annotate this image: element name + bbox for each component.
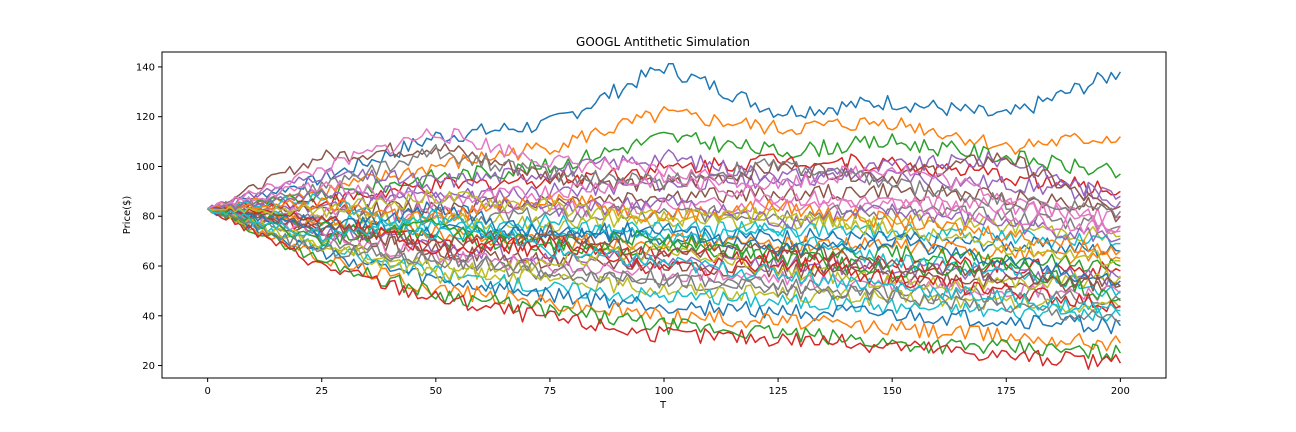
series-line	[207, 208, 1121, 322]
x-tick-label: 0	[204, 386, 210, 397]
y-tick-label: 40	[142, 311, 155, 322]
y-tick-label: 80	[142, 212, 155, 223]
series-line	[207, 207, 1122, 362]
y-tick-label: 100	[136, 162, 155, 173]
x-tick-label: 25	[315, 386, 328, 397]
x-axis-label: T	[659, 400, 667, 411]
chart-title: GOOGL Antithetic Simulation	[576, 35, 750, 49]
series-line	[207, 63, 1122, 210]
series-line	[207, 106, 1121, 210]
series-line	[207, 207, 1121, 306]
y-tick-label: 140	[136, 62, 155, 73]
y-tick-label: 60	[142, 262, 155, 273]
series-line	[207, 208, 1121, 314]
series-line	[207, 200, 1121, 286]
series-line	[207, 169, 1121, 213]
y-tick-label: 20	[142, 361, 155, 372]
y-axis: 20 40 60 80 100 120 140	[136, 62, 162, 372]
series-line	[207, 208, 1122, 370]
series-line	[207, 208, 1122, 335]
x-tick-label: 100	[654, 386, 673, 397]
series-line	[207, 208, 1121, 313]
series-layer	[207, 63, 1122, 370]
series-line	[207, 193, 1121, 256]
series-line	[207, 208, 1121, 322]
series-line	[207, 182, 1121, 243]
series-line	[207, 189, 1121, 267]
series-line	[207, 149, 1122, 210]
x-tick-label: 125	[769, 386, 788, 397]
series-line	[207, 208, 1121, 302]
series-line	[207, 193, 1121, 297]
y-axis-label: Price($)	[122, 196, 133, 235]
x-tick-label: 150	[883, 386, 902, 397]
series-line	[207, 153, 1121, 212]
series-line	[207, 127, 1121, 233]
series-line	[207, 208, 1122, 352]
x-axis: 0 25 50 75 100 125 150 175 200	[204, 378, 1130, 397]
series-line	[207, 206, 1121, 292]
y-tick-label: 120	[136, 112, 155, 123]
x-tick-label: 75	[544, 386, 557, 397]
x-tick-label: 200	[1111, 386, 1130, 397]
series-line	[207, 143, 1121, 219]
x-tick-label: 175	[997, 386, 1016, 397]
series-line	[207, 208, 1121, 279]
x-tick-label: 50	[429, 386, 442, 397]
series-line	[207, 170, 1121, 235]
